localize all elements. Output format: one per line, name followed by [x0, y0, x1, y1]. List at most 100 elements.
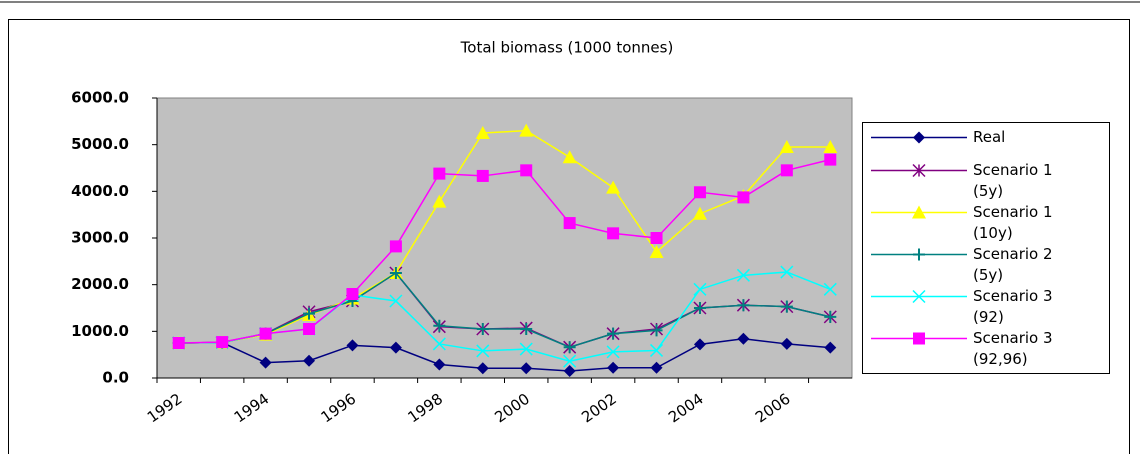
- marker: [736, 268, 750, 282]
- marker: [693, 302, 706, 314]
- marker: [780, 164, 793, 177]
- marker: [824, 341, 837, 354]
- marker: [520, 164, 533, 177]
- y-tick-label: 5000.0: [71, 135, 129, 153]
- marker: [650, 343, 664, 357]
- marker: [476, 344, 490, 358]
- marker: [912, 163, 926, 178]
- legend-item: Real: [863, 127, 1109, 148]
- y-tick-label: 0.0: [102, 369, 129, 387]
- legend-swatch: [871, 248, 967, 261]
- legend-label: Scenario 3 (92,96): [973, 329, 1053, 368]
- y-tick-label: 1000.0: [71, 322, 129, 340]
- series-line: [178, 338, 831, 372]
- marker: [432, 337, 446, 351]
- legend-swatch: [871, 205, 967, 219]
- marker: [432, 194, 447, 208]
- y-tick-label: 2000.0: [71, 275, 129, 293]
- marker: [823, 282, 837, 296]
- y-tick-label: 4000.0: [71, 182, 129, 200]
- legend-swatch: [871, 163, 967, 178]
- chart-title: Total biomass (1000 tonnes): [460, 39, 674, 57]
- marker: [912, 289, 926, 304]
- marker: [693, 282, 707, 296]
- marker: [606, 180, 621, 194]
- marker: [433, 167, 446, 180]
- marker: [303, 354, 316, 367]
- marker: [562, 150, 577, 164]
- marker: [692, 206, 707, 220]
- legend-swatch: [871, 332, 967, 345]
- marker: [433, 358, 446, 371]
- y-tick-label: 6000.0: [71, 89, 129, 107]
- legend-label: Scenario 1 (10y): [973, 203, 1053, 242]
- marker: [824, 153, 837, 166]
- marker: [389, 240, 402, 253]
- marker: [650, 361, 663, 374]
- marker: [389, 267, 402, 279]
- marker: [563, 341, 576, 354]
- marker: [563, 354, 577, 368]
- marker: [389, 294, 403, 308]
- legend-item: Scenario 3 (92,96): [863, 328, 1109, 370]
- marker: [259, 356, 272, 369]
- marker: [520, 362, 533, 375]
- marker: [476, 169, 489, 182]
- legend-label: Real: [973, 128, 1006, 146]
- marker: [303, 323, 316, 335]
- marker: [737, 299, 750, 312]
- marker: [913, 131, 925, 144]
- marker: [693, 186, 706, 199]
- y-tick-label: 3000.0: [71, 229, 129, 247]
- legend-item: Scenario 3 (92): [863, 286, 1109, 328]
- marker: [779, 140, 794, 153]
- legend-item: Scenario 1 (10y): [863, 202, 1109, 244]
- series-line: [178, 129, 831, 344]
- marker: [824, 310, 837, 323]
- legend-label: Scenario 1 (5y): [973, 161, 1053, 200]
- marker: [913, 248, 925, 261]
- marker: [649, 245, 664, 258]
- marker: [693, 338, 706, 351]
- marker: [346, 339, 359, 352]
- marker: [737, 332, 750, 345]
- marker: [476, 323, 489, 335]
- marker: [433, 319, 446, 332]
- marker: [913, 332, 925, 345]
- legend-item: Scenario 1 (5y): [863, 160, 1109, 202]
- legend-label: Scenario 2 (5y): [973, 245, 1053, 284]
- marker: [606, 345, 620, 359]
- marker: [346, 288, 359, 300]
- marker: [476, 362, 489, 375]
- marker: [780, 337, 793, 350]
- marker: [780, 265, 794, 279]
- marker: [650, 324, 663, 337]
- marker: [607, 327, 620, 340]
- marker: [563, 217, 576, 230]
- marker: [216, 336, 229, 349]
- marker: [172, 337, 185, 349]
- legend-label: Scenario 3 (92): [973, 287, 1053, 326]
- marker: [519, 123, 534, 137]
- legend-item: Scenario 2 (5y): [863, 244, 1109, 286]
- marker: [823, 140, 838, 153]
- marker: [475, 126, 490, 139]
- series-line: [178, 158, 831, 344]
- marker: [259, 327, 272, 340]
- marker: [780, 300, 793, 313]
- marker: [912, 205, 926, 219]
- marker: [303, 307, 316, 320]
- legend: Real Scenario 1 (5y) Scenario 1 (10y) Scena…: [862, 122, 1110, 374]
- series-line: [178, 272, 831, 348]
- marker: [389, 341, 402, 354]
- legend-swatch: [871, 289, 967, 304]
- marker: [737, 191, 750, 204]
- marker: [563, 365, 576, 377]
- legend-swatch: [871, 131, 967, 144]
- marker: [607, 361, 620, 374]
- marker: [650, 232, 663, 244]
- marker: [607, 227, 620, 240]
- marker: [520, 323, 533, 335]
